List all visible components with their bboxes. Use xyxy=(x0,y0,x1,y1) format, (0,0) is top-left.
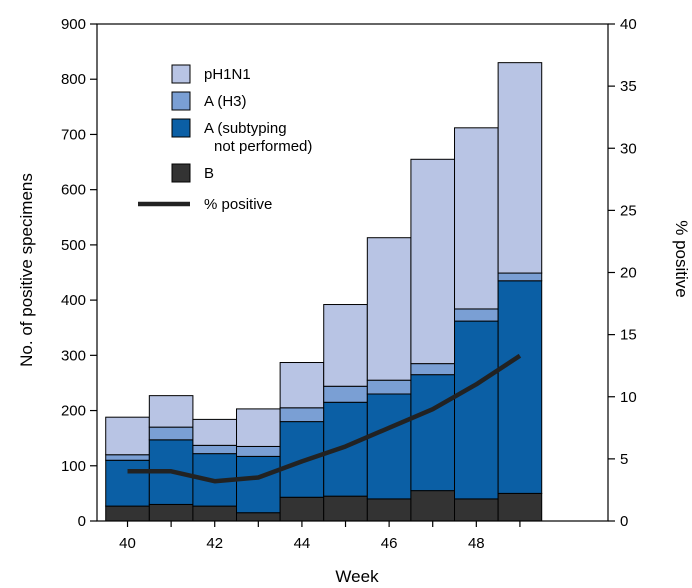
bar-segment xyxy=(366,498,412,522)
bar-segment xyxy=(148,395,194,428)
bar-segment xyxy=(497,272,543,282)
legend-swatch xyxy=(171,91,191,111)
axes-layer: 0 100 200 300 400 500 600 700 800 900 0 5 10 15 20 25 30… xyxy=(61,16,637,552)
bar-segment xyxy=(497,492,543,522)
bar-segment xyxy=(454,498,499,522)
bar-segment xyxy=(497,280,543,494)
y-tick-label: 900 xyxy=(61,16,86,33)
x-tick-label: 42 xyxy=(206,535,223,552)
y-tick-label: 700 xyxy=(61,126,86,143)
legend-label: A (subtyping xyxy=(204,120,287,137)
legend-label: B xyxy=(204,165,214,182)
bar-segment xyxy=(410,374,456,492)
y-right-tick-label: 0 xyxy=(620,513,628,530)
y-right-tick-label: 15 xyxy=(620,327,637,344)
y-right-tick-label: 20 xyxy=(620,265,637,282)
x-tick-label: 46 xyxy=(381,535,398,552)
bar-segment xyxy=(366,393,412,500)
y-axis-right-title: % positive xyxy=(672,220,691,297)
y-right-tick-label: 35 xyxy=(620,78,637,95)
bar-segment xyxy=(192,444,238,455)
bar-segment xyxy=(236,408,281,447)
y-tick-label: 800 xyxy=(61,71,86,88)
bar-segment xyxy=(236,445,281,457)
bar-segment xyxy=(192,505,238,522)
percent-positive-line xyxy=(127,353,522,484)
bar-segment xyxy=(279,362,325,409)
bar-segment xyxy=(105,459,150,507)
bar-segment xyxy=(105,416,150,456)
bar-segment xyxy=(148,503,194,522)
y-tick-label: 300 xyxy=(61,347,86,364)
bar-segment xyxy=(366,379,412,395)
y-right-tick-label: 30 xyxy=(620,140,637,157)
bar-segment xyxy=(454,308,499,322)
y-tick-label: 600 xyxy=(61,182,86,199)
x-axis-title: Week xyxy=(335,567,379,586)
legend-swatch xyxy=(171,118,191,138)
legend-swatch xyxy=(171,163,191,183)
y-tick-label: 400 xyxy=(61,292,86,309)
bar-segment xyxy=(410,363,456,376)
bar-segment xyxy=(236,512,281,522)
y-tick-label: 500 xyxy=(61,237,86,254)
bar-segment xyxy=(454,320,499,500)
y-right-tick-label: 40 xyxy=(620,16,637,33)
bar-segment xyxy=(236,455,281,514)
y-right-tick-label: 5 xyxy=(620,451,628,468)
bar-segment xyxy=(279,496,325,522)
y-right-tick-label: 25 xyxy=(620,202,637,219)
y-tick-label: 0 xyxy=(78,513,86,530)
bar-segment xyxy=(105,454,150,461)
y-axis-title: No. of positive specimens xyxy=(17,173,36,367)
x-tick-label: 40 xyxy=(119,535,136,552)
legend-label: pH1N1 xyxy=(204,66,251,83)
legend-label: A (H3) xyxy=(204,93,247,110)
y-right-tick-label: 10 xyxy=(620,389,637,406)
bars-layer xyxy=(105,62,543,522)
y-tick-label: 200 xyxy=(61,403,86,420)
bar-segment xyxy=(454,127,499,310)
bar-segment xyxy=(279,407,325,423)
bar-segment xyxy=(148,426,194,441)
bar-segment xyxy=(192,418,238,446)
legend-label: % positive xyxy=(204,196,272,213)
bar-segment xyxy=(105,505,150,522)
x-tick-label: 44 xyxy=(294,535,311,552)
y-tick-label: 100 xyxy=(61,458,86,475)
legend-label: not performed) xyxy=(214,138,312,155)
bar-segment xyxy=(410,490,456,522)
bar-segment xyxy=(410,158,456,365)
bar-segment xyxy=(497,62,543,274)
bar-segment xyxy=(366,237,412,381)
bar-segment xyxy=(323,495,368,522)
line-layer xyxy=(127,353,522,484)
x-tick-label: 48 xyxy=(468,535,485,552)
bar-segment xyxy=(323,401,368,497)
bar-segment xyxy=(323,304,368,387)
legend-swatch xyxy=(171,64,191,84)
bar-segment xyxy=(323,385,368,403)
